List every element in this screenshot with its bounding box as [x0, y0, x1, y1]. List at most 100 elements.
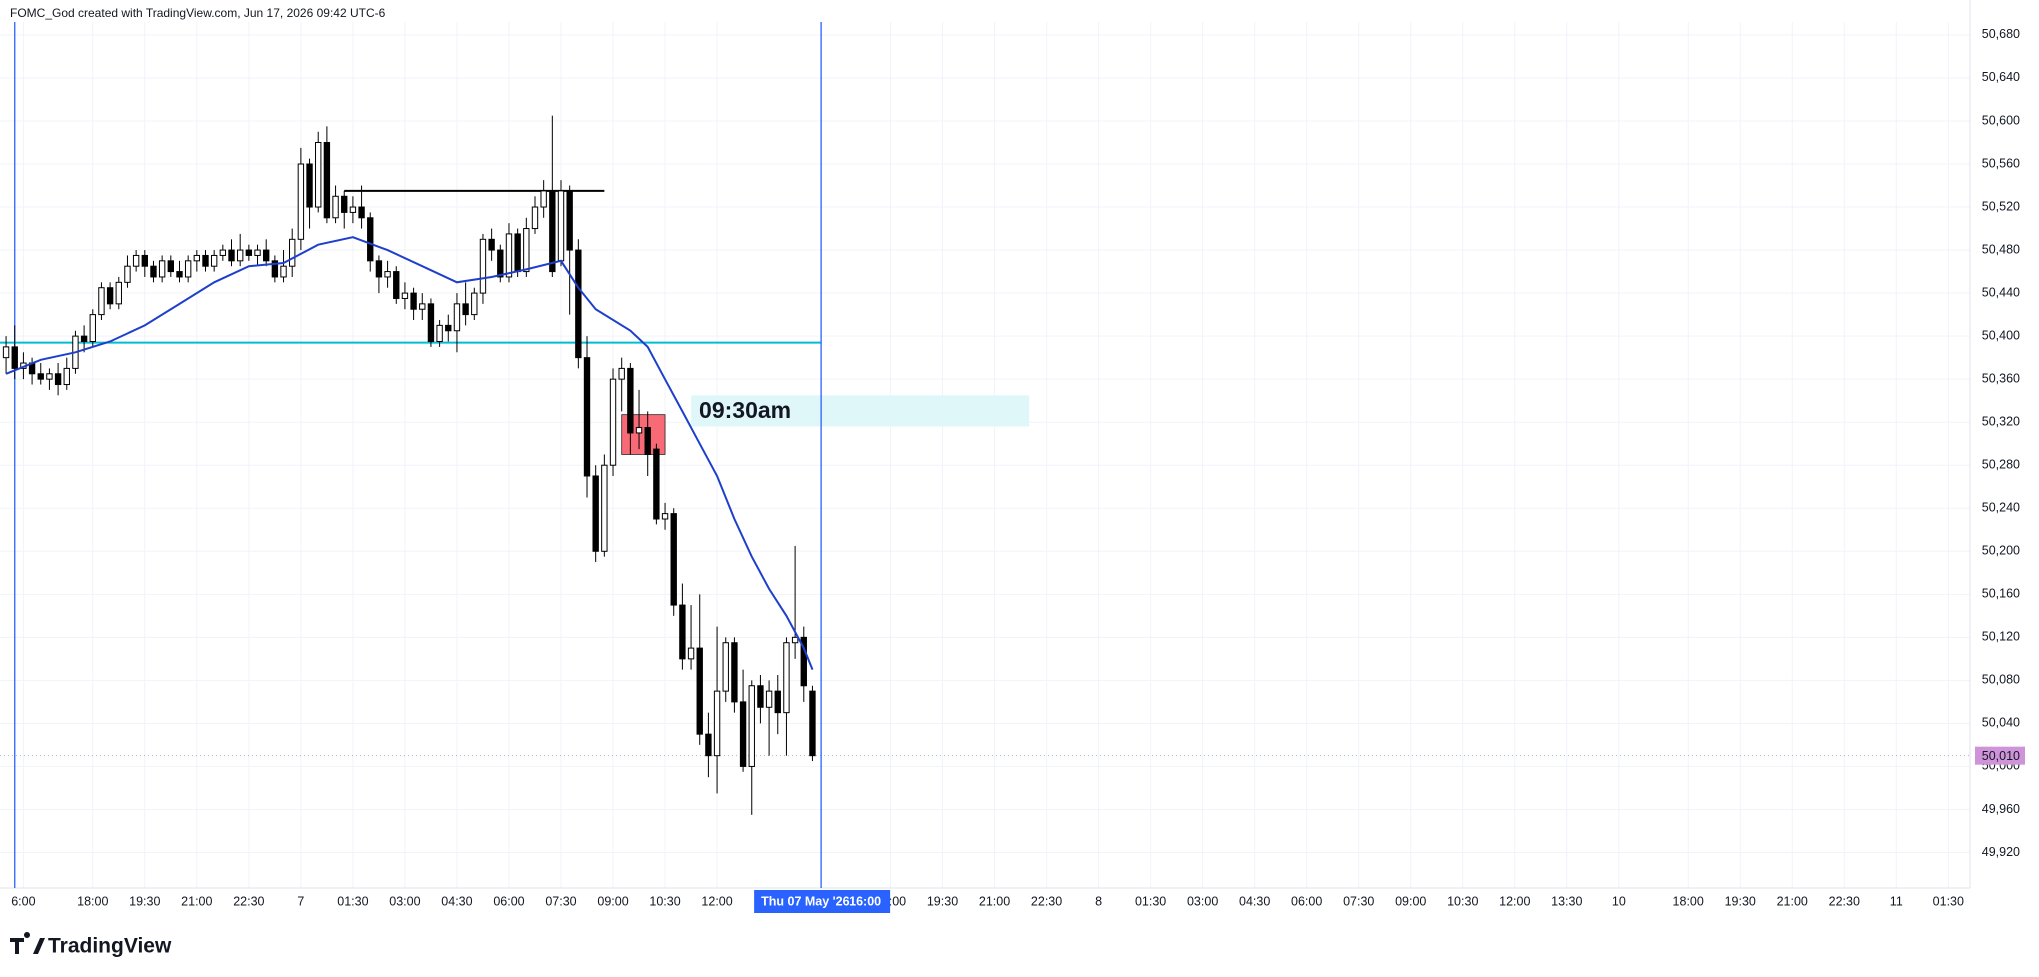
candle-body — [635, 427, 643, 434]
candle-body — [609, 378, 617, 466]
candle-body — [332, 195, 339, 219]
candle-body — [46, 373, 53, 380]
x-tick-label: 22:30 — [1829, 894, 1860, 908]
last-price-bg — [1975, 746, 2025, 765]
x-tick-label: 12:00 — [701, 894, 732, 908]
ema-line — [5, 236, 814, 670]
x-tick-label: 19:30 — [129, 894, 160, 908]
candle-body — [184, 260, 192, 278]
candle-body — [809, 690, 816, 757]
y-tick-label: 50,120 — [1982, 630, 2020, 644]
y-tick-label: 50,040 — [1982, 716, 2020, 730]
candle-body — [2, 346, 10, 359]
x-tick-label: 19:30 — [1725, 894, 1756, 908]
candle-body — [176, 271, 183, 278]
zone-label: 09:30am — [699, 397, 791, 423]
candle-body — [731, 642, 738, 703]
x-tick-label: 09:00 — [597, 894, 628, 908]
candle-body — [566, 190, 573, 251]
candle-body — [271, 260, 279, 278]
candle-body — [132, 254, 140, 267]
candle-body — [601, 464, 608, 552]
candle-body — [523, 228, 530, 273]
x-tick-label: 6:00 — [11, 894, 35, 908]
x-tick-label: 19:30 — [927, 894, 958, 908]
x-tick-label: 04:30 — [441, 894, 472, 908]
candle-body — [479, 238, 487, 294]
x-tick-label: 10:30 — [1447, 894, 1478, 908]
candle-body — [375, 260, 383, 278]
candle-body — [401, 292, 409, 299]
candle-body — [289, 238, 296, 267]
candle-body — [315, 141, 322, 208]
y-tick-label: 50,240 — [1982, 501, 2020, 515]
x-tick-label: 11 — [1890, 894, 1903, 908]
candle-body — [158, 260, 166, 278]
x-tick-label: 22:30 — [233, 894, 264, 908]
candle-body — [713, 690, 721, 757]
zone — [691, 395, 1030, 427]
candle-body — [393, 271, 400, 299]
last-price-label: 50,010 — [1982, 749, 2020, 763]
candle-body — [557, 190, 565, 262]
y-tick-label: 50,160 — [1982, 587, 2020, 601]
candle-body — [167, 260, 175, 273]
x-tick-label: 06:00 — [493, 894, 524, 908]
y-tick-label: 50,280 — [1982, 458, 2020, 472]
candle-body — [653, 448, 660, 520]
header-text: FOMC_God created with TradingView.com, J… — [10, 6, 386, 20]
candle-body — [705, 733, 712, 757]
candle-body — [297, 163, 305, 240]
candle-body — [627, 367, 634, 434]
y-tick-label: 50,080 — [1982, 673, 2020, 687]
x-tick-label: 13:30 — [1551, 894, 1582, 908]
candle-body — [210, 254, 218, 267]
candle-body — [115, 281, 122, 305]
candle-body — [791, 636, 799, 644]
candle-body — [514, 233, 521, 273]
candle-body — [722, 642, 729, 692]
y-tick-label: 50,440 — [1982, 285, 2020, 299]
x-tick-label: 12:00 — [1499, 894, 1530, 908]
y-tick-label: 50,520 — [1982, 199, 2020, 213]
crosshair-date: Thu 07 May '26 — [761, 894, 849, 908]
logo-icon — [10, 932, 45, 954]
candle-body — [783, 642, 790, 714]
candle-body — [98, 287, 105, 316]
y-tick-label: 50,640 — [1982, 70, 2020, 84]
grid — [0, 22, 1970, 888]
candle-body — [497, 249, 504, 278]
candle-body — [687, 647, 695, 660]
candle-body — [358, 206, 365, 219]
candle-body — [410, 292, 417, 310]
x-tick-label: 18:00 — [1673, 894, 1704, 908]
candle-body — [254, 249, 261, 256]
candle-body — [505, 233, 513, 278]
candle-body — [263, 249, 270, 262]
candle-body — [748, 685, 755, 767]
candles — [2, 115, 816, 815]
x-tick-label: 06:00 — [1291, 894, 1322, 908]
candle-body — [89, 314, 96, 343]
candle-body — [540, 190, 547, 208]
crosshair-time: 16:00 — [849, 894, 881, 908]
candle-body — [228, 249, 235, 262]
candle-body — [245, 249, 253, 256]
candle-body — [341, 195, 348, 213]
candle-body — [549, 190, 556, 273]
x-tick-label: 21:00 — [1777, 894, 1808, 908]
candle-body — [453, 303, 461, 332]
y-tick-label: 50,560 — [1982, 156, 2020, 170]
y-tick-label: 49,920 — [1982, 845, 2020, 859]
x-tick-label: 03:00 — [1187, 894, 1218, 908]
y-tick-label: 50,480 — [1982, 242, 2020, 256]
candle-body — [63, 367, 70, 386]
candle-body — [54, 373, 62, 386]
candle-body — [236, 249, 244, 262]
candle-body — [280, 265, 287, 278]
candle-body — [618, 367, 625, 380]
x-tick-label: 09:00 — [1395, 894, 1426, 908]
candle-body — [306, 163, 313, 208]
candle-body — [592, 475, 599, 552]
